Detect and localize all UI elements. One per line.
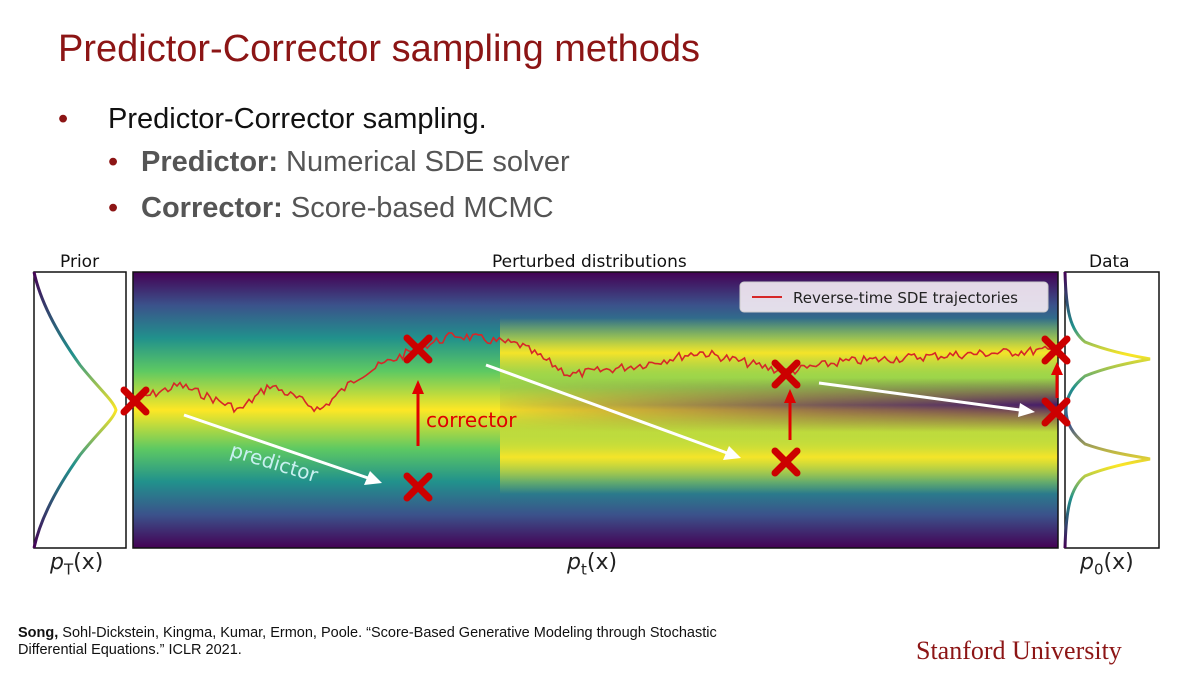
bullet-main: • Predictor-Corrector sampling. bbox=[58, 103, 487, 136]
predictor-arrow bbox=[485, 363, 728, 455]
predictor-arrow bbox=[818, 381, 1021, 412]
pT-base: p bbox=[50, 550, 64, 575]
cross-icon bbox=[403, 472, 433, 502]
arrowhead-icon bbox=[784, 389, 796, 403]
cross-icon bbox=[1041, 335, 1071, 365]
arrowhead-icon bbox=[364, 471, 382, 485]
sub-bullet-text: Score-based MCMC bbox=[282, 192, 554, 224]
bullet-main-text: Predictor-Corrector sampling. bbox=[108, 103, 487, 135]
corrector-label: corrector bbox=[426, 408, 517, 432]
citation: Song, Sohl-Dickstein, Kingma, Kumar, Erm… bbox=[18, 625, 738, 659]
prior-density-label: pT(x) bbox=[50, 550, 103, 578]
sub-bullet-text: Numerical SDE solver bbox=[277, 146, 570, 178]
stanford-logo: Stanford University bbox=[916, 636, 1122, 665]
data-density-label: p0(x) bbox=[1080, 550, 1134, 578]
sub-bullet-bold: Corrector: bbox=[141, 192, 283, 224]
legend: Reverse-time SDE trajectories bbox=[739, 281, 1049, 313]
p0-base: p bbox=[1080, 550, 1094, 575]
perturbed-label: Perturbed distributions bbox=[492, 252, 687, 272]
arrowhead-icon bbox=[1051, 362, 1063, 375]
data-density-curve bbox=[1063, 271, 1151, 549]
pt-base: p bbox=[567, 550, 581, 575]
p0-arg: (x) bbox=[1103, 550, 1134, 575]
citation-lead: Song, bbox=[18, 625, 59, 641]
citation-rest: Sohl-Dickstein, Kingma, Kumar, Ermon, Po… bbox=[18, 625, 717, 658]
data-panel bbox=[1064, 271, 1160, 549]
predictor-arrows bbox=[183, 363, 1035, 485]
cross-icon bbox=[771, 447, 801, 477]
pt-sub: t bbox=[580, 560, 587, 579]
prior-label: Prior bbox=[60, 252, 100, 272]
arrowhead-icon bbox=[723, 446, 741, 460]
pt-arg: (x) bbox=[586, 550, 618, 575]
prior-panel bbox=[33, 271, 127, 549]
sample-markers bbox=[120, 334, 1071, 502]
arrowhead-icon bbox=[412, 380, 424, 394]
cross-icon bbox=[120, 386, 150, 416]
cross-icon bbox=[1041, 397, 1071, 427]
sub-bullet-corrector: • Corrector: Score-based MCMC bbox=[108, 192, 554, 225]
bullet-dot: • bbox=[58, 103, 69, 135]
data-label: Data bbox=[1089, 252, 1130, 272]
arrowhead-icon bbox=[1018, 403, 1035, 417]
prior-density-curve bbox=[32, 271, 118, 549]
cross-icon bbox=[771, 359, 801, 389]
pT-arg: (x) bbox=[73, 550, 104, 575]
bullet-dot: • bbox=[108, 146, 119, 178]
perturbed-heatmap bbox=[133, 272, 1058, 548]
sub-bullet-bold: Predictor: bbox=[141, 146, 278, 178]
perturbed-density-label: pt(x) bbox=[567, 550, 617, 578]
predictor-arrow bbox=[183, 413, 369, 480]
sub-bullet-predictor: • Predictor: Numerical SDE solver bbox=[108, 146, 570, 179]
reverse-sde-trajectory bbox=[134, 332, 1058, 414]
p0-sub: 0 bbox=[1093, 560, 1104, 579]
bullet-dot: • bbox=[108, 192, 119, 224]
pT-sub: T bbox=[63, 560, 74, 579]
slide-title: Predictor-Corrector sampling methods bbox=[58, 28, 701, 70]
cross-icon bbox=[403, 334, 433, 364]
legend-text: Reverse-time SDE trajectories bbox=[793, 289, 1018, 307]
corrector-arrows bbox=[412, 362, 1063, 446]
